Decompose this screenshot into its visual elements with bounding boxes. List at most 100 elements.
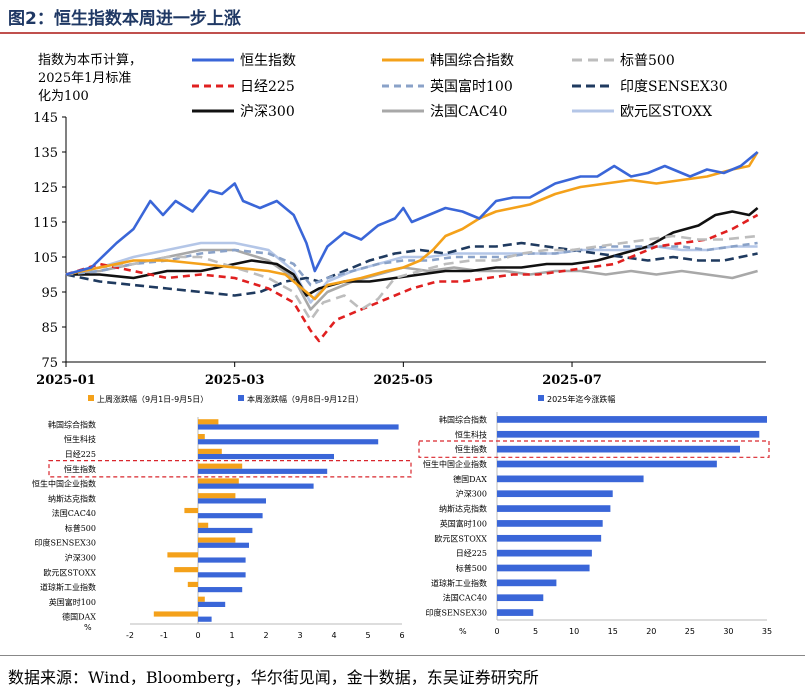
line-xtick-label: 2025-05 [374,373,434,388]
bar1-bar [198,483,314,489]
bar2-bar [497,534,602,542]
bar2-bar [497,594,544,602]
bar1-bar [198,522,209,528]
bar2-xtick-label: 35 [762,627,772,636]
line-ytick-label: 125 [33,181,58,196]
bar2-highlight-box [418,440,770,458]
bar1-bar [198,419,219,425]
bar1-bar [174,567,198,573]
bar1-bar [198,498,266,504]
bar2-bar [497,460,717,468]
bar1-category-label: 恒生中国企业指数 [32,479,96,489]
bar2-category-label: 沪深300 [456,489,487,499]
bar2-category-label: 英国富时100 [440,518,487,528]
bar1-category-label: 德国DAX [62,612,96,622]
bar1-bar [198,439,379,445]
bar2-category-label: 日经225 [456,548,487,558]
bar2-category-label: 法国CAC40 [443,593,487,603]
bar2-bar [497,430,760,438]
figure-header: 图2：恒生指数本周进一步上涨 [0,0,805,34]
bar1-legend-label: 上周涨跌幅（9月1日-9月5日） [97,394,208,404]
bar1-legend-swatch [88,395,94,401]
bar1-xtick-label: 2 [263,631,268,640]
bar1-bar [198,542,249,548]
bar1-xtick-label: -2 [126,631,134,640]
bar1-category-label: 恒生指数 [64,464,96,474]
legend-label: 韩国综合指数 [430,53,514,69]
bar1-xtick-label: 0 [195,631,200,640]
bar1-category-label: 日经225 [65,449,96,459]
bar1-bar [198,448,222,454]
legend-label: 法国CAC40 [430,104,507,120]
bar2-legend-label: 2025年迄今涨跌幅 [547,394,615,404]
weekly-change-bar-chart: 上周涨跌幅（9月1日-9月5日） 本周涨跌幅（9月8日-9月12日） -2 -1 0 1 2… [32,394,412,640]
bar1-bar [198,601,226,607]
bar1-category-label: 韩国综合指数 [48,419,96,429]
bar2-bar [497,475,644,483]
bar1-bar [198,587,243,593]
bar2-category-label: 恒生科技 [455,429,487,439]
legend-label: 印度SENSEX30 [620,79,728,95]
bar1-category-label: 沪深300 [65,552,96,562]
line-ytick-label: 105 [33,251,58,266]
bar1-xtick-label: 4 [331,631,336,640]
series-line [65,151,759,301]
bar1-xtick-label: 1 [229,631,234,640]
footer-divider [0,655,805,656]
bar1-bar [167,552,198,558]
bar1-bar [198,453,334,460]
line-ytick-label: 115 [33,216,58,231]
bar2-bar [497,505,611,512]
bar1-bar [198,468,328,474]
series-line [65,213,759,343]
bar2-bar [497,549,592,557]
line-xtick-label: 2025-03 [205,373,265,388]
series-line [65,234,758,322]
bar1-category-label: 欧元区STOXX [43,567,96,577]
line-ylabel: 2025年1月标准 [38,71,131,86]
line-ytick-label: 85 [41,321,58,336]
line-ytick-label: 75 [41,356,58,371]
line-ytick-label: 145 [33,111,58,126]
bar1-bar [198,478,239,484]
bar2-xtick-label: 0 [494,627,499,636]
bar1-unit: % [84,623,92,632]
series-line [65,150,759,276]
legend-label: 恒生指数 [240,53,296,69]
ytd-change-bar-chart: 2025年迄今涨跌幅 0 5 10 15 20 25 30 35% 韩国综合指数恒生科技恒生指数恒… [418,394,772,636]
line-ytick-label: 135 [33,146,58,161]
bar1-bar [198,527,253,534]
legend-label: 沪深300 [240,104,295,120]
bar2-bar [497,490,613,498]
bar1-bar [187,581,198,588]
bar1-bar [198,572,246,578]
line-ylabel: 化为100 [38,89,89,104]
bar1-bar [198,596,205,602]
bar2-category-label: 印度SENSEX30 [425,608,487,618]
bar2-bar [497,416,767,423]
bar1-bar [198,513,263,519]
line-xtick-label: 2025-01 [36,373,96,388]
bar1-category-label: 法国CAC40 [52,508,96,518]
bar1-bar [198,463,243,469]
bar1-bar [198,424,399,430]
bar2-category-label: 纳斯达克指数 [439,504,487,514]
bar2-category-label: 恒生指数 [455,444,487,454]
figure-title: 图2：恒生指数本周进一步上涨 [8,9,241,29]
bar1-bar [153,611,198,617]
bar1-bar [198,616,212,622]
bar1-bar [198,557,246,563]
bar2-bar [497,609,534,616]
bar1-category-label: 纳斯达克指数 [48,493,96,503]
bar2-category-label: 欧元区STOXX [434,533,487,543]
bar1-category-label: 印度SENSEX30 [34,538,96,548]
bar2-category-label: 标普500 [456,563,487,573]
bar2-xtick-label: 30 [723,627,733,636]
legend-label: 标普500 [620,53,675,69]
bar1-bar [184,507,198,514]
bar1-xtick-label: 6 [399,631,404,640]
bar1-category-label: 道琼斯工业指数 [40,582,96,592]
line-ytick-label: 95 [41,286,58,301]
bar2-bar [497,445,740,453]
